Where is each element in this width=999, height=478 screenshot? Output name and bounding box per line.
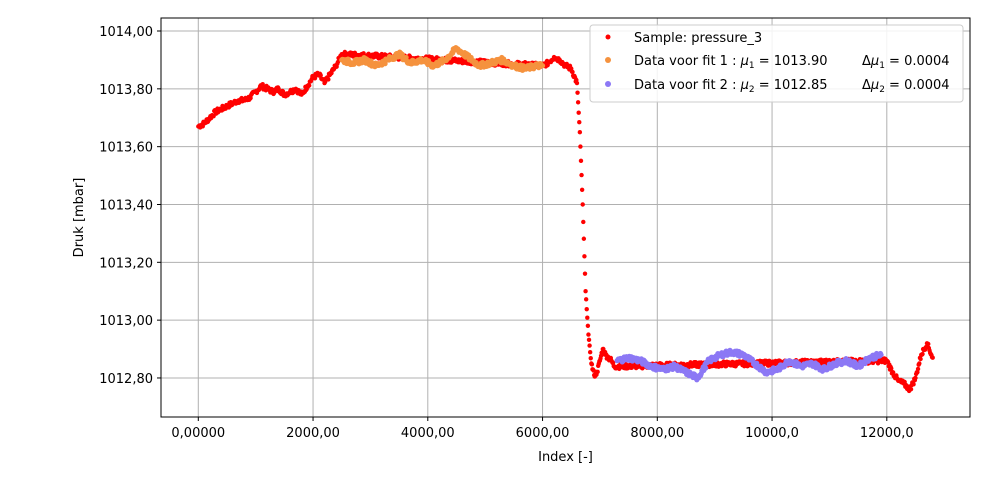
data-series bbox=[196, 44, 935, 394]
data-point bbox=[889, 366, 894, 371]
data-point bbox=[577, 119, 582, 125]
legend-marker-sample bbox=[605, 34, 611, 40]
legend-entry-fit-1: Data voor fit 1 : μ1 = 1013.90 Δμ1 = 0.00… bbox=[634, 54, 950, 71]
y-tick-label: 1014,00 bbox=[99, 25, 153, 40]
data-point bbox=[918, 356, 923, 362]
data-point bbox=[915, 366, 921, 372]
data-point bbox=[610, 360, 616, 365]
data-point bbox=[913, 375, 918, 381]
data-point bbox=[878, 352, 884, 358]
data-point bbox=[930, 355, 935, 360]
data-point bbox=[582, 254, 587, 259]
x-tick-label: 8000,00 bbox=[630, 426, 684, 441]
data-point bbox=[578, 158, 584, 164]
data-point bbox=[318, 73, 323, 78]
y-tick-label: 1013,40 bbox=[99, 198, 153, 213]
x-tick-label: 4000,00 bbox=[401, 426, 455, 441]
data-point bbox=[583, 289, 588, 294]
data-point bbox=[578, 144, 583, 149]
data-point bbox=[703, 365, 709, 371]
y-tick-label: 1013,20 bbox=[99, 256, 153, 271]
x-tick-label: 2000,00 bbox=[286, 426, 340, 441]
data-point bbox=[586, 332, 591, 337]
legend: Sample: pressure_3 Data voor fit 1 : μ1 … bbox=[589, 24, 964, 103]
data-point bbox=[582, 271, 588, 276]
data-point bbox=[584, 306, 589, 312]
data-point bbox=[539, 63, 546, 69]
data-point bbox=[595, 369, 600, 375]
data-point bbox=[382, 61, 388, 67]
x-tick-label: 10000,0 bbox=[745, 426, 799, 441]
data-point bbox=[587, 350, 593, 355]
data-point bbox=[581, 219, 586, 225]
gridlines bbox=[161, 18, 970, 417]
data-point bbox=[581, 236, 587, 241]
data-point bbox=[575, 90, 580, 95]
data-point bbox=[585, 323, 591, 328]
y-tick-label: 1013,60 bbox=[99, 141, 153, 156]
data-point bbox=[908, 387, 914, 392]
x-tick-label: 12000,0 bbox=[860, 426, 914, 441]
y-tick-label: 1013,00 bbox=[99, 314, 153, 329]
x-tick-label: 6000,00 bbox=[516, 426, 570, 441]
data-point bbox=[577, 130, 583, 135]
data-point bbox=[585, 315, 590, 320]
data-point bbox=[583, 297, 589, 302]
y-tick-label: 1013,80 bbox=[99, 83, 153, 98]
series-2 bbox=[339, 44, 546, 73]
data-point bbox=[911, 382, 916, 387]
data-point bbox=[575, 100, 581, 105]
data-point bbox=[926, 341, 931, 347]
data-point bbox=[917, 361, 922, 366]
data-point bbox=[570, 69, 575, 75]
x-tick-label: 0,00000 bbox=[171, 426, 225, 441]
data-point bbox=[326, 77, 331, 82]
y-tick-label: 1012,80 bbox=[99, 372, 153, 387]
data-point bbox=[579, 187, 585, 192]
data-point bbox=[589, 362, 595, 367]
data-point bbox=[920, 351, 925, 357]
data-point bbox=[588, 356, 593, 361]
legend-entry-fit-2: Data voor fit 2 : μ2 = 1012.85 Δμ2 = 0.00… bbox=[634, 78, 950, 95]
data-point bbox=[580, 202, 585, 207]
legend-marker-fit-2 bbox=[605, 81, 611, 87]
legend-entry-sample: Sample: pressure_3 bbox=[634, 31, 762, 46]
axis-ticks: 0,00000 2000,00 4000,00 6000,00 8000,00 10000… bbox=[99, 25, 913, 441]
data-point bbox=[307, 83, 312, 88]
y-axis-label: Druk [mbar] bbox=[72, 178, 87, 258]
legend-box bbox=[589, 24, 964, 103]
series-3 bbox=[614, 347, 884, 383]
data-point bbox=[587, 343, 592, 348]
data-point bbox=[579, 172, 584, 178]
data-point bbox=[586, 337, 592, 343]
data-point bbox=[890, 370, 896, 375]
plot-frame bbox=[160, 17, 971, 418]
legend-marker-fit-1 bbox=[605, 57, 611, 63]
data-point bbox=[574, 80, 580, 86]
x-axis-label: Index [-] bbox=[538, 450, 593, 465]
data-point bbox=[576, 110, 581, 115]
